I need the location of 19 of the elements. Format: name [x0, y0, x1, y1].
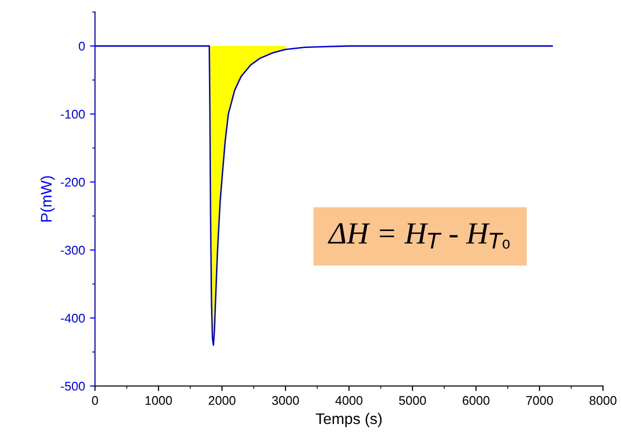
x-tick-label: 5000 — [399, 396, 426, 405]
y-tick-label: -300 — [60, 246, 85, 255]
x-tick-label: 0 — [92, 396, 98, 405]
annotation: ΔH = H$_{T}$ - H$_{T₀}$ — [328, 223, 510, 249]
x-tick-label: 4000 — [335, 396, 362, 405]
line-series — [95, 45, 553, 346]
y-axis-title: P(mW) — [40, 176, 55, 222]
y-tick-label: -200 — [60, 178, 85, 187]
y-tick-label: -400 — [60, 314, 85, 323]
x-tick-label: 3000 — [272, 396, 299, 405]
y-tick-label: -100 — [60, 110, 85, 119]
x-tick-label: 7000 — [526, 396, 553, 405]
y-tick-label: -500 — [60, 382, 85, 391]
y-tick-label: 0 — [78, 42, 85, 51]
x-axis-title: Temps (s) — [316, 412, 382, 428]
x-tick-label: 2000 — [208, 396, 236, 405]
x-tick-label: 6000 — [462, 396, 490, 405]
x-tick-label: 8000 — [590, 396, 616, 405]
x-tick-label: 1000 — [146, 396, 172, 405]
